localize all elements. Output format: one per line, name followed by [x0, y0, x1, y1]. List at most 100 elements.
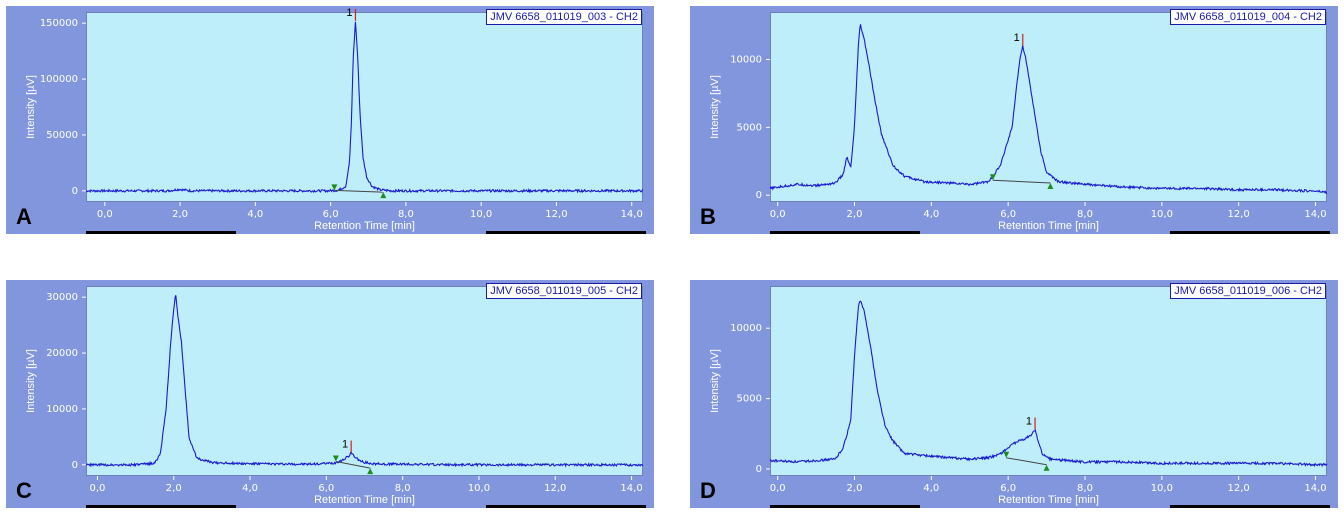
x-tick-label: 2,0 [166, 483, 182, 494]
x-tick-label: 14,0 [621, 209, 643, 220]
x-axis-label: Retention Time [min] [314, 220, 415, 232]
panel-letter: C [16, 478, 32, 503]
x-tick-label: 2,0 [847, 209, 863, 220]
x-tick-label: 6,0 [1000, 209, 1016, 220]
chromatogram-panel-d: 0,0 2,0 4,0 6,0 8,0 10,0 12,0 14,0 0 5000 10000 1 J… [690, 280, 1338, 508]
x-tick-label: 6,0 [318, 483, 334, 494]
y-axis-label: Intensity [µV] [709, 349, 721, 413]
x-tick-label: 8,0 [398, 209, 414, 220]
x-axis-label: Retention Time [min] [314, 494, 415, 506]
x-tick-label: 10,0 [1151, 483, 1173, 494]
x-tick-label: 12,0 [1228, 483, 1250, 494]
x-tick-label: 14,0 [1304, 209, 1326, 220]
y-tick-label: 5000 [737, 394, 762, 405]
integration-baseline [334, 189, 384, 193]
x-tick-label: 12,0 [544, 483, 566, 494]
integration-baseline [1006, 457, 1047, 466]
peak-label: 1 [346, 7, 352, 19]
peak-start-marker [331, 184, 338, 191]
legend-box: JMV 6658_011019_003 - CH2 [486, 9, 642, 25]
chromatogram-trace [85, 21, 644, 194]
x-tick-label: 6,0 [1000, 483, 1016, 494]
bottom-rule [86, 505, 236, 508]
peak-start-marker [989, 174, 996, 181]
x-tick-label: 0,0 [97, 209, 113, 220]
chromatogram-svg: 0,0 2,0 4,0 6,0 8,0 10,0 12,0 14,0 0 5000 10000 1 [730, 300, 1328, 494]
chromatogram-panel-b: 0,0 2,0 4,0 6,0 8,0 10,0 12,0 14,0 0 5000 10000 1 J… [690, 6, 1338, 234]
y-axis-label: Intensity [µV] [709, 75, 721, 139]
x-tick-label: 6,0 [323, 209, 339, 220]
x-tick-label: 0,0 [770, 483, 786, 494]
panel-letter: B [700, 204, 716, 229]
bottom-rule [486, 231, 646, 234]
chromatogram-trace [85, 295, 644, 468]
integration-baseline [335, 460, 371, 469]
panel-letter: A [16, 204, 32, 229]
x-tick-label: 8,0 [1077, 209, 1093, 220]
peak-start-marker [1003, 451, 1010, 458]
peak-end-marker [367, 468, 374, 475]
y-tick-label: 10000 [730, 323, 762, 334]
plot-area [770, 286, 1327, 476]
x-tick-label: 4,0 [923, 209, 939, 220]
plot-area [86, 12, 643, 202]
y-tick-label: 30000 [46, 292, 78, 303]
y-tick-label: 20000 [46, 348, 78, 359]
y-tick-label: 100000 [40, 74, 78, 85]
y-tick-label: 0 [756, 464, 762, 475]
chromatogram-trace [769, 300, 1328, 468]
peak-end-marker [1047, 183, 1054, 189]
integration-baseline [992, 179, 1051, 184]
legend-box: JMV 6658_011019_005 - CH2 [486, 283, 642, 299]
bottom-rule [486, 505, 646, 508]
bottom-rule [770, 505, 920, 508]
x-tick-label: 0,0 [89, 483, 105, 494]
bottom-rule [1170, 505, 1330, 508]
chromatogram-trace [769, 24, 1328, 195]
y-tick-label: 0 [72, 186, 78, 197]
x-tick-label: 8,0 [1077, 483, 1093, 494]
legend-box: JMV 6658_011019_006 - CH2 [1170, 283, 1326, 299]
chromatogram-svg: 0,0 2,0 4,0 6,0 8,0 10,0 12,0 14,0 0 10000 20000 30… [46, 292, 644, 494]
x-tick-label: 4,0 [242, 483, 258, 494]
y-axis-label: Intensity [µV] [25, 75, 37, 139]
plot-area [86, 286, 643, 476]
x-tick-label: 10,0 [470, 209, 492, 220]
peak-label: 1 [1026, 416, 1032, 428]
peak-end-marker [1043, 464, 1050, 471]
y-tick-label: 10000 [46, 404, 78, 415]
x-axis-label: Retention Time [min] [998, 220, 1099, 232]
y-tick-label: 0 [72, 460, 78, 471]
x-tick-label: 4,0 [923, 483, 939, 494]
y-axis-label: Intensity [µV] [25, 349, 37, 413]
x-tick-label: 8,0 [395, 483, 411, 494]
y-tick-label: 0 [756, 190, 762, 201]
bottom-rule [1170, 231, 1330, 234]
bottom-rule [770, 231, 920, 234]
x-tick-label: 14,0 [620, 483, 642, 494]
y-tick-label: 5000 [737, 122, 762, 133]
peak-end-marker [380, 192, 387, 199]
y-tick-label: 50000 [46, 130, 78, 141]
y-tick-label: 10000 [730, 55, 762, 66]
chromatogram-svg: 0,0 2,0 4,0 6,0 8,0 10,0 12,0 14,0 0 5000 10000 1 [730, 24, 1328, 220]
x-tick-label: 12,0 [1228, 209, 1250, 220]
peak-label: 1 [342, 439, 348, 451]
chromatogram-panel-a: 0,0 2,0 4,0 6,0 8,0 10,0 12,0 14,0 0 50000 100000 1… [6, 6, 654, 234]
plot-area [770, 12, 1327, 202]
bottom-rule [86, 231, 236, 234]
x-axis-label: Retention Time [min] [998, 494, 1099, 506]
x-tick-label: 14,0 [1304, 483, 1326, 494]
peak-start-marker [332, 455, 339, 462]
x-tick-label: 0,0 [770, 209, 786, 220]
panel-letter: D [700, 478, 716, 503]
y-tick-label: 150000 [40, 18, 78, 29]
peak-label: 1 [1014, 32, 1020, 44]
chromatogram-svg: 0,0 2,0 4,0 6,0 8,0 10,0 12,0 14,0 0 50000 100000 1… [40, 7, 644, 220]
chromatogram-panel-c: 0,0 2,0 4,0 6,0 8,0 10,0 12,0 14,0 0 10000 20000 30… [6, 280, 654, 508]
x-tick-label: 12,0 [545, 209, 567, 220]
x-tick-label: 2,0 [172, 209, 188, 220]
x-tick-label: 10,0 [1151, 209, 1173, 220]
x-tick-label: 2,0 [847, 483, 863, 494]
legend-box: JMV 6658_011019_004 - CH2 [1170, 9, 1326, 25]
